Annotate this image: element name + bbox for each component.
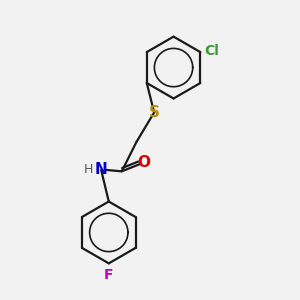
Text: S: S	[148, 105, 160, 120]
Text: N: N	[95, 162, 107, 177]
Text: O: O	[137, 155, 150, 170]
Text: H: H	[83, 163, 93, 176]
Text: Cl: Cl	[205, 44, 220, 58]
Text: F: F	[104, 268, 113, 282]
